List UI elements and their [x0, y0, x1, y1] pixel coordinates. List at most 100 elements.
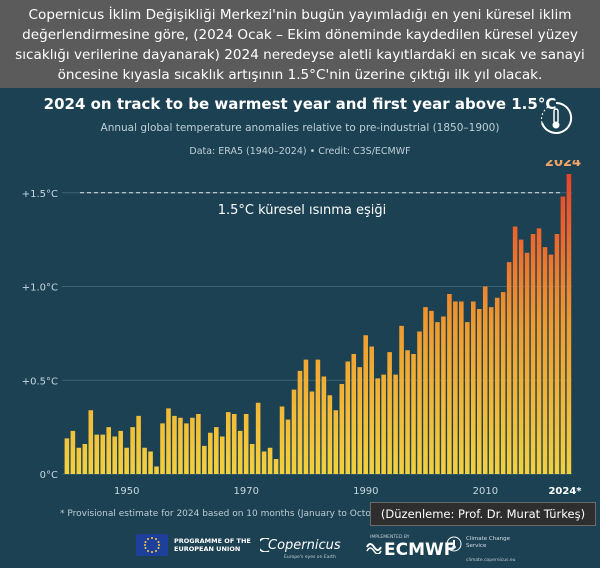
caption-line-4: öncesine kıyasla sıcaklık artışının 1.5°…: [57, 67, 543, 83]
bar-1942: [76, 447, 82, 474]
bar-2007: [465, 322, 470, 474]
bar-1984: [327, 395, 333, 474]
bar-1954: [148, 451, 153, 474]
bar-1979: [297, 370, 303, 474]
chart-title: 2024 on track to be warmest year and fir…: [43, 95, 557, 113]
x-tick-label: 1950: [114, 486, 139, 497]
highlight-label-2024: 2024: [545, 160, 581, 170]
bar-1999: [417, 331, 422, 474]
bar-2012: [494, 297, 500, 474]
bar-1952: [136, 415, 141, 474]
bar-1976: [279, 406, 285, 474]
copernicus-arc-icon: [260, 538, 270, 552]
bar-1969: [237, 430, 243, 474]
bar-1961: [190, 417, 195, 474]
bar-2023: [560, 196, 566, 474]
bar-1985: [333, 410, 339, 474]
bar-2009: [476, 309, 482, 474]
c3s-thermometer-icon: [446, 536, 462, 552]
bar-1987: [345, 361, 351, 474]
bar-2015: [512, 226, 518, 474]
bar-1945: [94, 434, 100, 474]
bar-1959: [178, 417, 183, 474]
bar-1950: [124, 447, 129, 474]
ecmwf-logo-text: ECMWF: [384, 540, 456, 560]
chart-panel: [0, 88, 600, 568]
bar-1957: [166, 408, 171, 474]
bar-1997: [405, 350, 410, 474]
bar-2008: [471, 301, 476, 474]
bar-1949: [118, 430, 123, 474]
bar-1956: [160, 423, 165, 474]
eu-programme-label: PROGRAMME OF THE EUROPEAN UNION: [174, 537, 251, 553]
bar-1995: [393, 374, 398, 474]
implemented-by-label: IMPLEMENTED BY: [370, 535, 410, 540]
bar-2004: [447, 294, 452, 474]
bar-2024: [566, 174, 572, 474]
bar-2011: [488, 307, 494, 474]
bar-1953: [142, 447, 147, 474]
bar-1973: [261, 451, 267, 474]
bar-1998: [411, 354, 416, 474]
bar-2000: [423, 307, 428, 474]
x-tick-label-last: 2024*: [548, 486, 582, 497]
caption-line-3: sıcaklığı verilerine dayanarak) 2024 ner…: [15, 47, 585, 63]
y-tick-label: 0°C: [40, 470, 58, 481]
bar-2002: [435, 322, 440, 474]
bar-1992: [375, 378, 380, 474]
bar-1972: [255, 402, 261, 474]
caption-line-1: Copernicus İklim Değişikliği Merkezi'nin…: [28, 7, 572, 23]
bar-1977: [285, 419, 291, 474]
bar-1971: [249, 444, 255, 474]
bar-1982: [315, 359, 321, 474]
bar-2020: [542, 247, 548, 474]
bar-1944: [88, 410, 94, 474]
bar-1993: [381, 374, 386, 474]
ecmwf-symbol-icon: [366, 543, 382, 554]
bar-1975: [273, 459, 279, 474]
bar-1974: [267, 447, 273, 474]
threshold-label: 1.5°C küresel ısınma eşiği: [218, 203, 387, 218]
bar-1988: [351, 354, 357, 474]
bar-2019: [536, 228, 542, 474]
bar-2021: [548, 254, 554, 474]
bar-1951: [130, 427, 135, 474]
bar-1964: [208, 432, 213, 474]
footnote: * Provisional estimate for 2024 based on…: [60, 509, 390, 519]
y-tick-label: +1.0°C: [22, 283, 58, 294]
bar-1966: [219, 436, 225, 474]
bar-1994: [387, 352, 392, 474]
eu-flag-icon: [136, 534, 168, 556]
x-tick-label: 1970: [234, 486, 259, 497]
bar-1955: [154, 466, 159, 474]
bar-2022: [554, 234, 560, 474]
bar-2017: [524, 252, 530, 474]
bar-1960: [184, 423, 189, 474]
bar-2014: [506, 262, 512, 474]
thermometer-logo-icon: [541, 101, 573, 134]
bar-1996: [399, 325, 404, 474]
bar-1990: [363, 335, 368, 474]
bar-1989: [357, 367, 363, 474]
bar-2006: [459, 301, 464, 474]
caption-line-2: değerlendirmesine göre, (2024 Ocak – Eki…: [22, 27, 578, 43]
y-tick-label: +0.5°C: [22, 376, 58, 387]
bar-1980: [303, 359, 309, 474]
bar-1943: [82, 444, 88, 474]
bar-1983: [321, 376, 327, 474]
x-tick-label: 2010: [473, 486, 498, 497]
bar-2013: [500, 292, 506, 474]
bar-1948: [112, 436, 117, 474]
bar-1940: [64, 438, 70, 474]
credit-box: (Düzenleme: Prof. Dr. Murat Türkeş): [370, 502, 596, 526]
bar-1965: [214, 427, 219, 474]
bar-1981: [309, 391, 315, 474]
top-caption: Copernicus İklim Değişikliği Merkezi'nin…: [0, 0, 600, 88]
logo-strip: PROGRAMME OF THE EUROPEAN UNION Copernic…: [0, 528, 600, 568]
bar-1986: [339, 384, 345, 474]
bar-1947: [106, 427, 112, 474]
bar-2005: [453, 301, 458, 474]
bar-1991: [369, 346, 374, 474]
bar-1968: [231, 414, 237, 474]
bar-1963: [202, 445, 207, 474]
